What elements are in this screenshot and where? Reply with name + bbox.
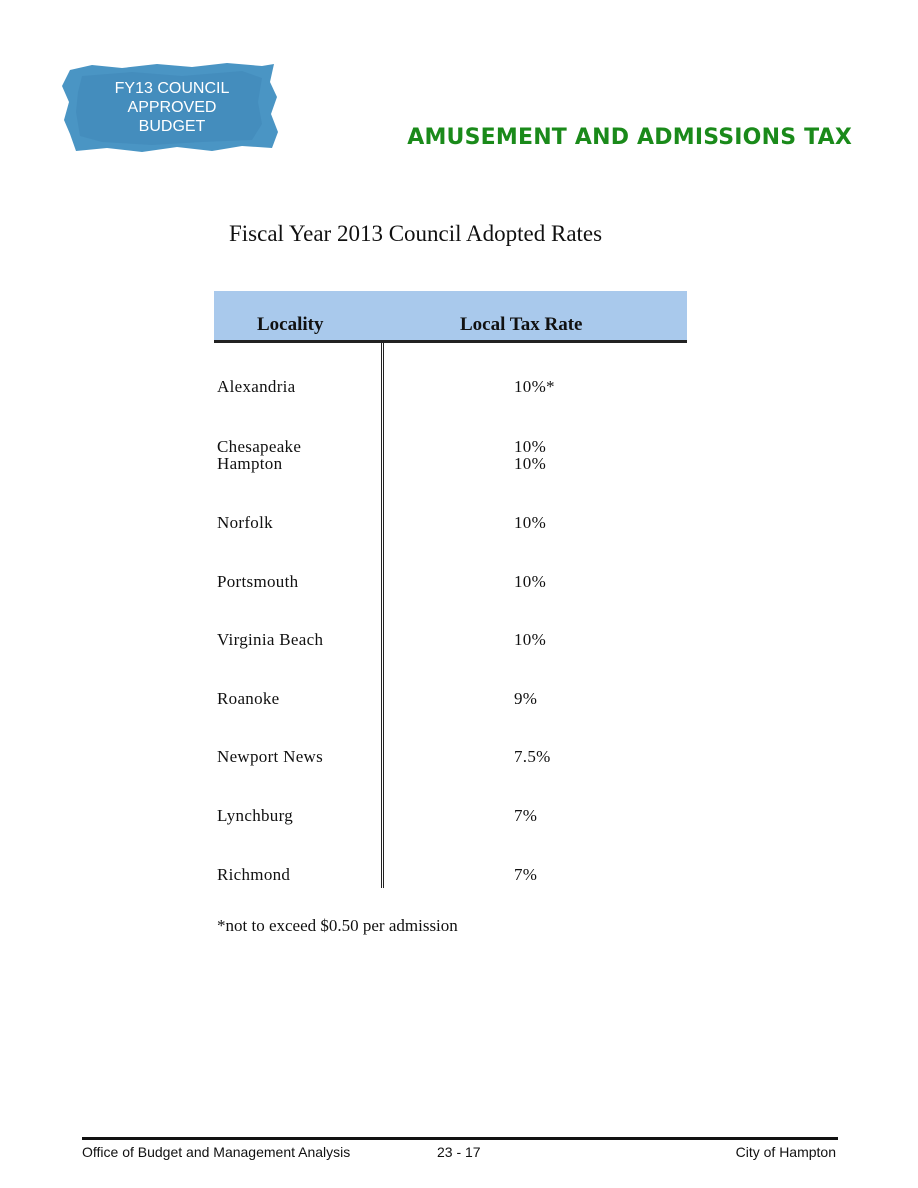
fy13-budget-badge: FY13 COUNCIL APPROVED BUDGET	[62, 62, 282, 152]
locality-cell: Alexandria	[217, 377, 296, 396]
table-row: Roanoke 9%	[0, 689, 918, 709]
rate-cell: 7%	[514, 806, 538, 825]
column-header-locality: Locality	[257, 314, 324, 335]
watercolor-badge-shape	[62, 63, 278, 152]
locality-cell: Richmond	[217, 865, 291, 884]
rate-cell: 9%	[514, 689, 538, 708]
table-row: Alexandria 10%*	[0, 377, 918, 397]
locality-cell: Portsmouth	[217, 572, 299, 591]
rate-cell: 10%	[514, 437, 547, 456]
footer-city: City of Hampton	[735, 1144, 836, 1160]
section-title: AMUSEMENT AND ADMISSIONS TAX	[407, 125, 852, 150]
locality-cell: Chesapeake	[217, 437, 302, 456]
page-title: Fiscal Year 2013 Council Adopted Rates	[229, 221, 603, 246]
locality-cell: Newport News	[217, 747, 324, 766]
footnote: *not to exceed $0.50 per admission	[217, 916, 458, 935]
footer-page-number: 23 - 17	[437, 1144, 481, 1160]
rate-cell: 7.5%	[514, 747, 551, 766]
column-divider	[381, 343, 384, 888]
rate-cell: 10%	[514, 454, 547, 473]
footer-rule	[82, 1137, 838, 1140]
locality-cell: Virginia Beach	[217, 630, 324, 649]
table-row: Norfolk 10%	[0, 513, 918, 533]
table-row: Chesapeake 10%	[0, 437, 918, 457]
badge-line-3: BUDGET	[138, 118, 206, 135]
table-row: Hampton 10%	[0, 454, 918, 474]
badge-text: FY13 COUNCIL APPROVED BUDGET	[62, 79, 282, 136]
table-row: Virginia Beach 10%	[0, 630, 918, 650]
table-row: Lynchburg 7%	[0, 806, 918, 826]
rate-cell: 10%	[514, 513, 547, 532]
badge-line-1: FY13 COUNCIL	[114, 80, 230, 97]
rate-cell: 10%	[514, 630, 547, 649]
rate-cell: 7%	[514, 865, 538, 884]
table-row: Newport News 7.5%	[0, 747, 918, 767]
locality-cell: Roanoke	[217, 689, 280, 708]
locality-cell: Norfolk	[217, 513, 273, 532]
footer-office: Office of Budget and Management Analysis	[82, 1144, 351, 1160]
rate-cell: 10%	[514, 572, 547, 591]
rate-cell: 10%*	[514, 377, 555, 396]
badge-line-2: APPROVED	[127, 99, 217, 116]
locality-cell: Lynchburg	[217, 806, 294, 825]
table-header: Locality Local Tax Rate	[214, 291, 687, 343]
locality-cell: Hampton	[217, 454, 283, 473]
table-row: Richmond 7%	[0, 865, 918, 885]
column-header-local-tax-rate: Local Tax Rate	[460, 314, 583, 335]
table-row: Portsmouth 10%	[0, 572, 918, 592]
